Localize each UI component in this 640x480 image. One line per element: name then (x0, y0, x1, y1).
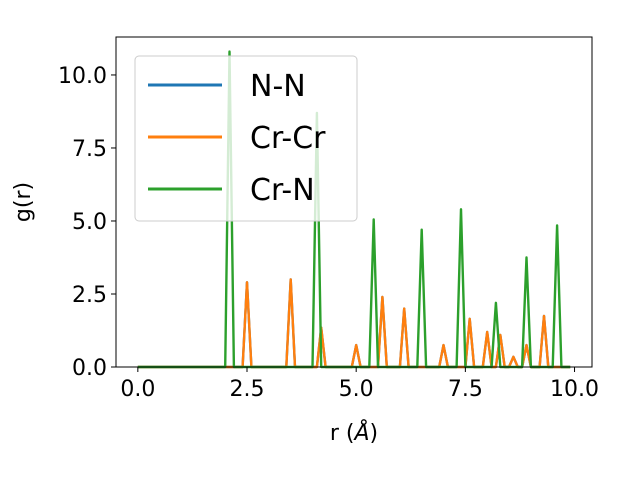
y-axis: 0.0 2.5 5.0 7.5 10.0 (58, 64, 116, 381)
y-tick-label: 0.0 (72, 356, 107, 381)
y-axis-label: g(r) (11, 182, 36, 222)
legend-label-crcr: Cr-Cr (250, 121, 326, 156)
x-tick-label: 7.5 (448, 377, 483, 402)
y-tick-label: 7.5 (72, 137, 107, 162)
y-tick-label: 10.0 (58, 64, 107, 89)
plot-frame (115, 36, 593, 368)
x-tick-label: 5.0 (339, 377, 374, 402)
x-tick-label: 10.0 (550, 377, 599, 402)
y-tick-label: 5.0 (72, 210, 107, 235)
legend-box (134, 55, 358, 222)
x-axis-label: r (Å) (330, 419, 378, 446)
x-axis: 0.0 2.5 5.0 7.5 10.0 (120, 367, 599, 402)
x-tick-label: 0.0 (120, 377, 155, 402)
legend: N-N Cr-Cr Cr-N (134, 55, 358, 222)
legend-label-crn: Cr-N (250, 173, 315, 208)
x-tick-label: 2.5 (230, 377, 265, 402)
legend-label-nn: N-N (250, 69, 306, 104)
y-tick-label: 2.5 (72, 283, 107, 308)
